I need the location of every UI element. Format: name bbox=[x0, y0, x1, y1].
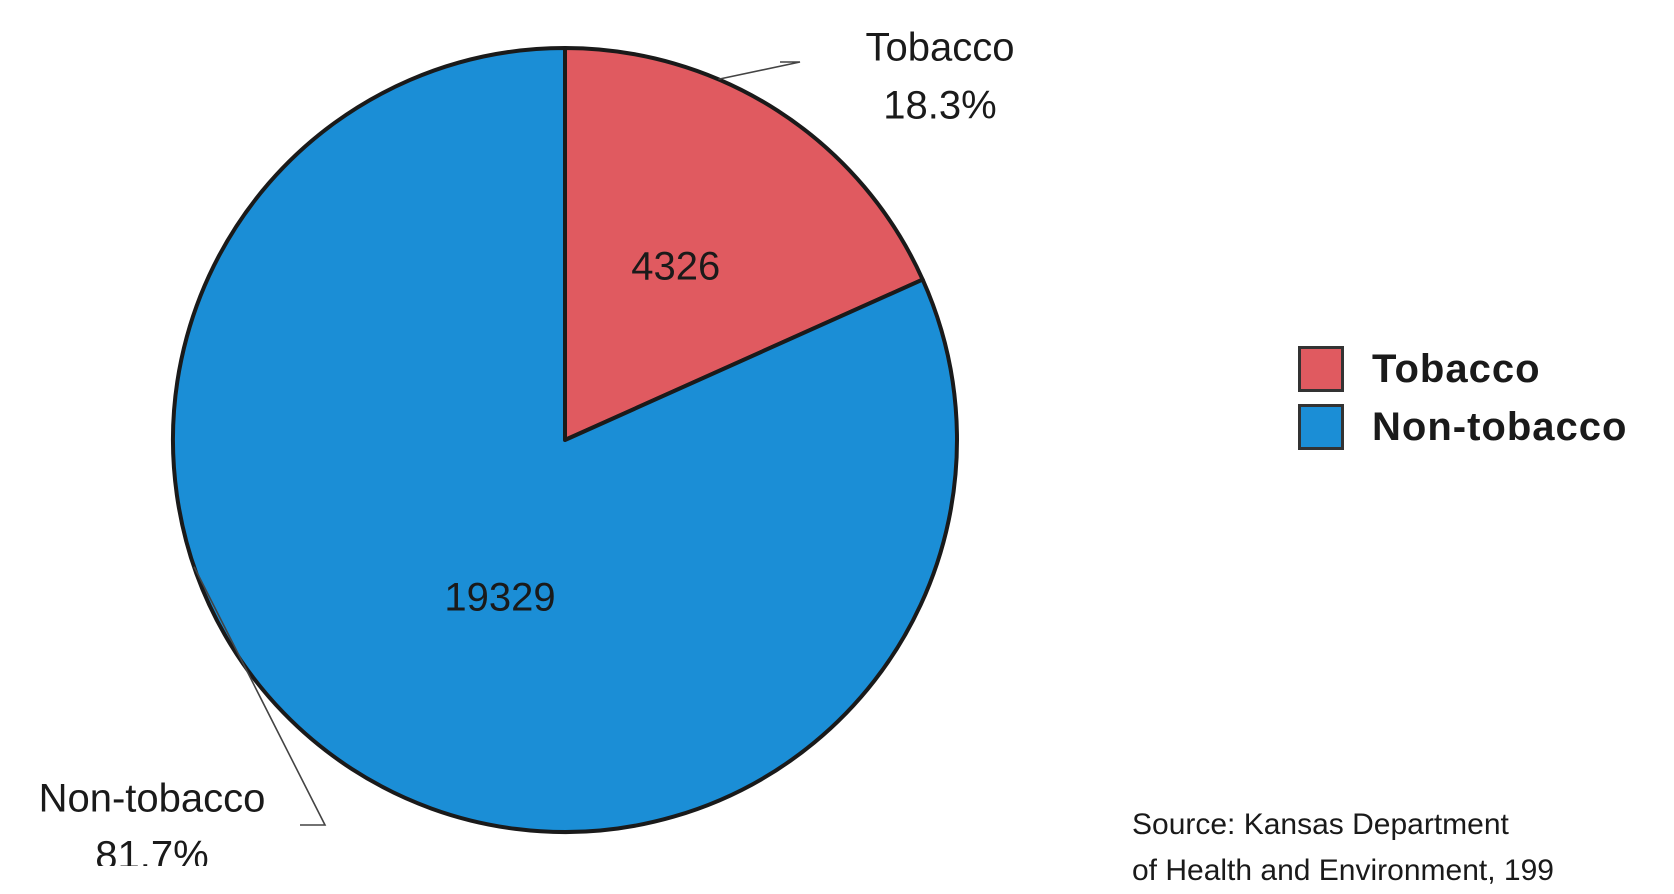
leader-line-tobacco bbox=[718, 61, 801, 81]
slice-percent-label-non-tobacco: 81.7% bbox=[95, 834, 208, 866]
source-line-1: Source: Kansas Department bbox=[1132, 808, 1509, 841]
value-label-tobacco: 4326 bbox=[631, 244, 720, 288]
legend-item-tobacco: Tobacco bbox=[1298, 340, 1627, 398]
chart-legend: Tobacco Non-tobacco bbox=[1298, 340, 1627, 456]
legend-item-non-tobacco: Non-tobacco bbox=[1298, 398, 1627, 456]
pie-slice-tobacco bbox=[563, 46, 925, 442]
value-label-non-tobacco: 19329 bbox=[444, 576, 555, 620]
legend-swatch-tobacco bbox=[1298, 346, 1344, 392]
pie-slice-non-tobacco bbox=[171, 46, 959, 834]
slice-percent-label-tobacco: 18.3% bbox=[883, 84, 996, 128]
pie-chart: 4326 Tobacco 18.3% 19329 Non-tobacco 81.7% bbox=[39, 26, 1015, 866]
legend-label-tobacco: Tobacco bbox=[1372, 346, 1541, 391]
legend-label-non-tobacco: Non-tobacco bbox=[1372, 404, 1628, 449]
legend-swatch-non-tobacco bbox=[1298, 404, 1344, 450]
slice-name-label-non-tobacco: Non-tobacco bbox=[39, 777, 266, 821]
source-line-2: of Health and Environment, 199 bbox=[1132, 854, 1554, 887]
slice-name-label-tobacco: Tobacco bbox=[866, 26, 1015, 70]
leader-line-non-tobacco bbox=[193, 566, 327, 826]
source-note: Source: Kansas Department of Health and … bbox=[1132, 802, 1554, 894]
